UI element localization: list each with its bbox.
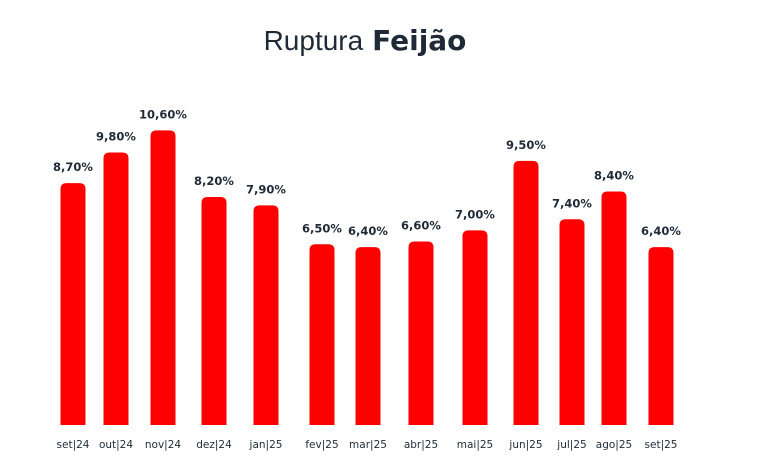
x-tick-label-5: fev|25 <box>305 439 338 451</box>
x-tick-label-7: abr|25 <box>404 439 438 451</box>
chart-title-light: Ruptura <box>263 25 364 56</box>
x-tick-label-11: ago|25 <box>596 439 632 451</box>
data-label-6: 6,40% <box>348 224 388 238</box>
data-label-12: 6,40% <box>641 224 681 238</box>
bar-3 <box>201 197 227 425</box>
bar-9 <box>513 160 539 425</box>
x-tick-label-4: jan|25 <box>249 439 283 451</box>
x-tick-label-0: set|24 <box>57 439 90 451</box>
data-label-1: 9,80% <box>96 130 136 144</box>
x-tick-label-6: mar|25 <box>349 439 387 451</box>
bar-11 <box>601 191 627 425</box>
x-tick-label-12: set|25 <box>645 439 678 451</box>
bar-8 <box>462 230 488 425</box>
x-tick-label-9: jun|25 <box>508 439 542 451</box>
data-label-7: 6,60% <box>401 219 441 233</box>
data-label-0: 8,70% <box>53 160 93 174</box>
x-tick-label-2: nov|24 <box>145 439 182 451</box>
bar-5 <box>309 244 335 425</box>
data-label-3: 8,20% <box>194 174 234 188</box>
data-label-10: 7,40% <box>552 196 592 210</box>
bar-1 <box>103 152 129 425</box>
x-tick-label-1: out|24 <box>99 439 133 451</box>
chart-title-bold: Feijão <box>372 24 467 57</box>
chart-title: Ruptura Feijão <box>0 24 730 57</box>
x-tick-label-8: mai|25 <box>457 439 493 451</box>
bar-4 <box>253 205 279 425</box>
data-label-9: 9,50% <box>506 138 546 152</box>
data-label-2: 10,60% <box>139 107 187 121</box>
bar-7 <box>408 241 434 425</box>
bar-2 <box>150 130 176 425</box>
x-tick-label-10: jul|25 <box>556 439 586 451</box>
bar-6 <box>355 247 381 425</box>
data-label-8: 7,00% <box>455 207 495 221</box>
data-label-5: 6,50% <box>302 221 342 235</box>
data-label-4: 7,90% <box>246 182 286 196</box>
x-tick-label-3: dez|24 <box>196 439 232 451</box>
bar-0 <box>60 183 86 425</box>
bar-10 <box>559 219 585 425</box>
bar-12 <box>648 247 674 425</box>
data-label-11: 8,40% <box>594 168 634 182</box>
